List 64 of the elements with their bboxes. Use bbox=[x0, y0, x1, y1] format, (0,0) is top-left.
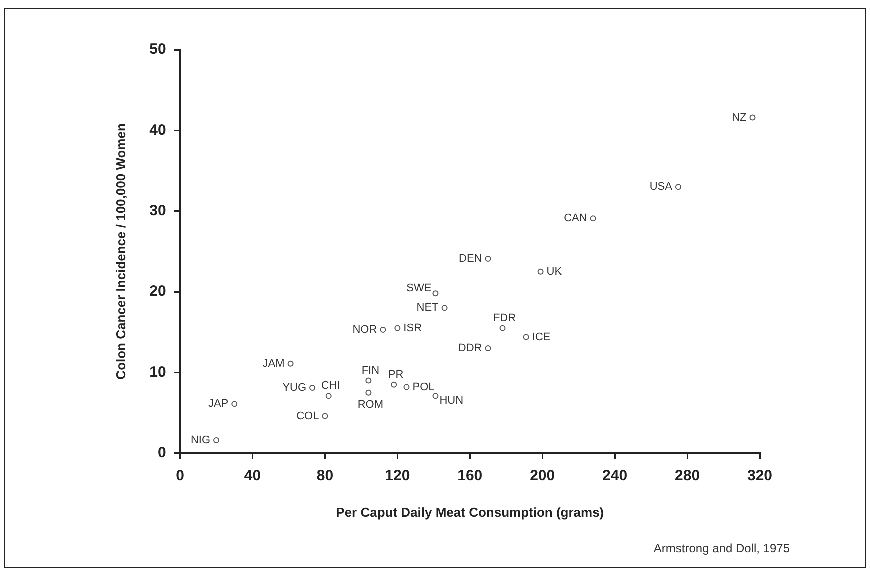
y-tick-label: 30 bbox=[150, 202, 166, 220]
point bbox=[366, 378, 372, 384]
point bbox=[485, 346, 492, 352]
annotation: NET bbox=[416, 302, 440, 314]
point bbox=[366, 390, 372, 396]
annotation: NZ bbox=[732, 112, 748, 124]
annotation: NOR bbox=[352, 324, 378, 336]
annotation: ISR bbox=[404, 322, 422, 334]
annotation: CHI bbox=[321, 380, 340, 392]
point bbox=[380, 326, 386, 333]
point bbox=[310, 385, 316, 392]
x-tick-label: 200 bbox=[530, 468, 556, 485]
x-tick-label: 80 bbox=[316, 468, 334, 485]
annotation: CAN bbox=[564, 212, 588, 225]
x-tick-label: 280 bbox=[675, 468, 700, 485]
x-tick-label: 240 bbox=[602, 468, 628, 485]
annotation: FDR bbox=[493, 312, 516, 324]
annotation: UK bbox=[546, 266, 563, 278]
annotation: DEN bbox=[459, 252, 482, 265]
point bbox=[391, 382, 398, 388]
x-tick-label: 320 bbox=[747, 468, 773, 485]
annotation: JAP bbox=[208, 398, 229, 410]
annotation: NIG bbox=[190, 434, 211, 447]
point bbox=[538, 268, 544, 275]
point bbox=[500, 325, 506, 332]
y-tick-label: 40 bbox=[150, 122, 166, 139]
point bbox=[675, 184, 682, 190]
point bbox=[214, 437, 220, 444]
annotation: USA bbox=[650, 181, 674, 194]
annotation: JAM bbox=[262, 358, 285, 370]
point bbox=[485, 256, 492, 262]
x-tick-label: 160 bbox=[458, 468, 483, 485]
point bbox=[442, 305, 448, 312]
point bbox=[394, 325, 401, 332]
annotation: HUN bbox=[440, 395, 464, 408]
annotation: YUG bbox=[282, 382, 307, 394]
y-tick-label: 0 bbox=[158, 444, 166, 462]
x-tick-label: 120 bbox=[385, 468, 410, 485]
annotation: ROM bbox=[358, 398, 384, 411]
point bbox=[232, 401, 238, 408]
point bbox=[326, 393, 332, 400]
point bbox=[750, 114, 756, 121]
y-tick-label: 10 bbox=[150, 364, 166, 381]
annotation: PR bbox=[388, 368, 404, 381]
x-axis-title: Per Caput Daily Meat Consumption (grams) bbox=[336, 504, 604, 520]
x-tick-label: 40 bbox=[244, 468, 262, 485]
y-tick-label: 50 bbox=[150, 41, 166, 58]
point bbox=[590, 216, 596, 222]
point bbox=[288, 360, 294, 367]
point bbox=[432, 290, 439, 297]
annotation: POL bbox=[412, 381, 435, 394]
y-axis-title: Colon Cancer Incidence / 100,000 Women bbox=[113, 124, 128, 380]
annotation: COL bbox=[296, 410, 320, 422]
annotation: SWE bbox=[406, 282, 432, 295]
y-tick-label: 20 bbox=[150, 283, 166, 300]
annotation: DDR bbox=[458, 342, 482, 355]
point bbox=[322, 413, 328, 420]
point bbox=[432, 393, 439, 400]
x-tick-label: 0 bbox=[176, 468, 184, 485]
annotation: ICE bbox=[532, 331, 551, 344]
text: Armstrong and Doll, 1975 bbox=[654, 541, 790, 556]
point bbox=[523, 334, 530, 340]
annotation: FIN bbox=[362, 364, 380, 377]
point bbox=[404, 384, 410, 390]
